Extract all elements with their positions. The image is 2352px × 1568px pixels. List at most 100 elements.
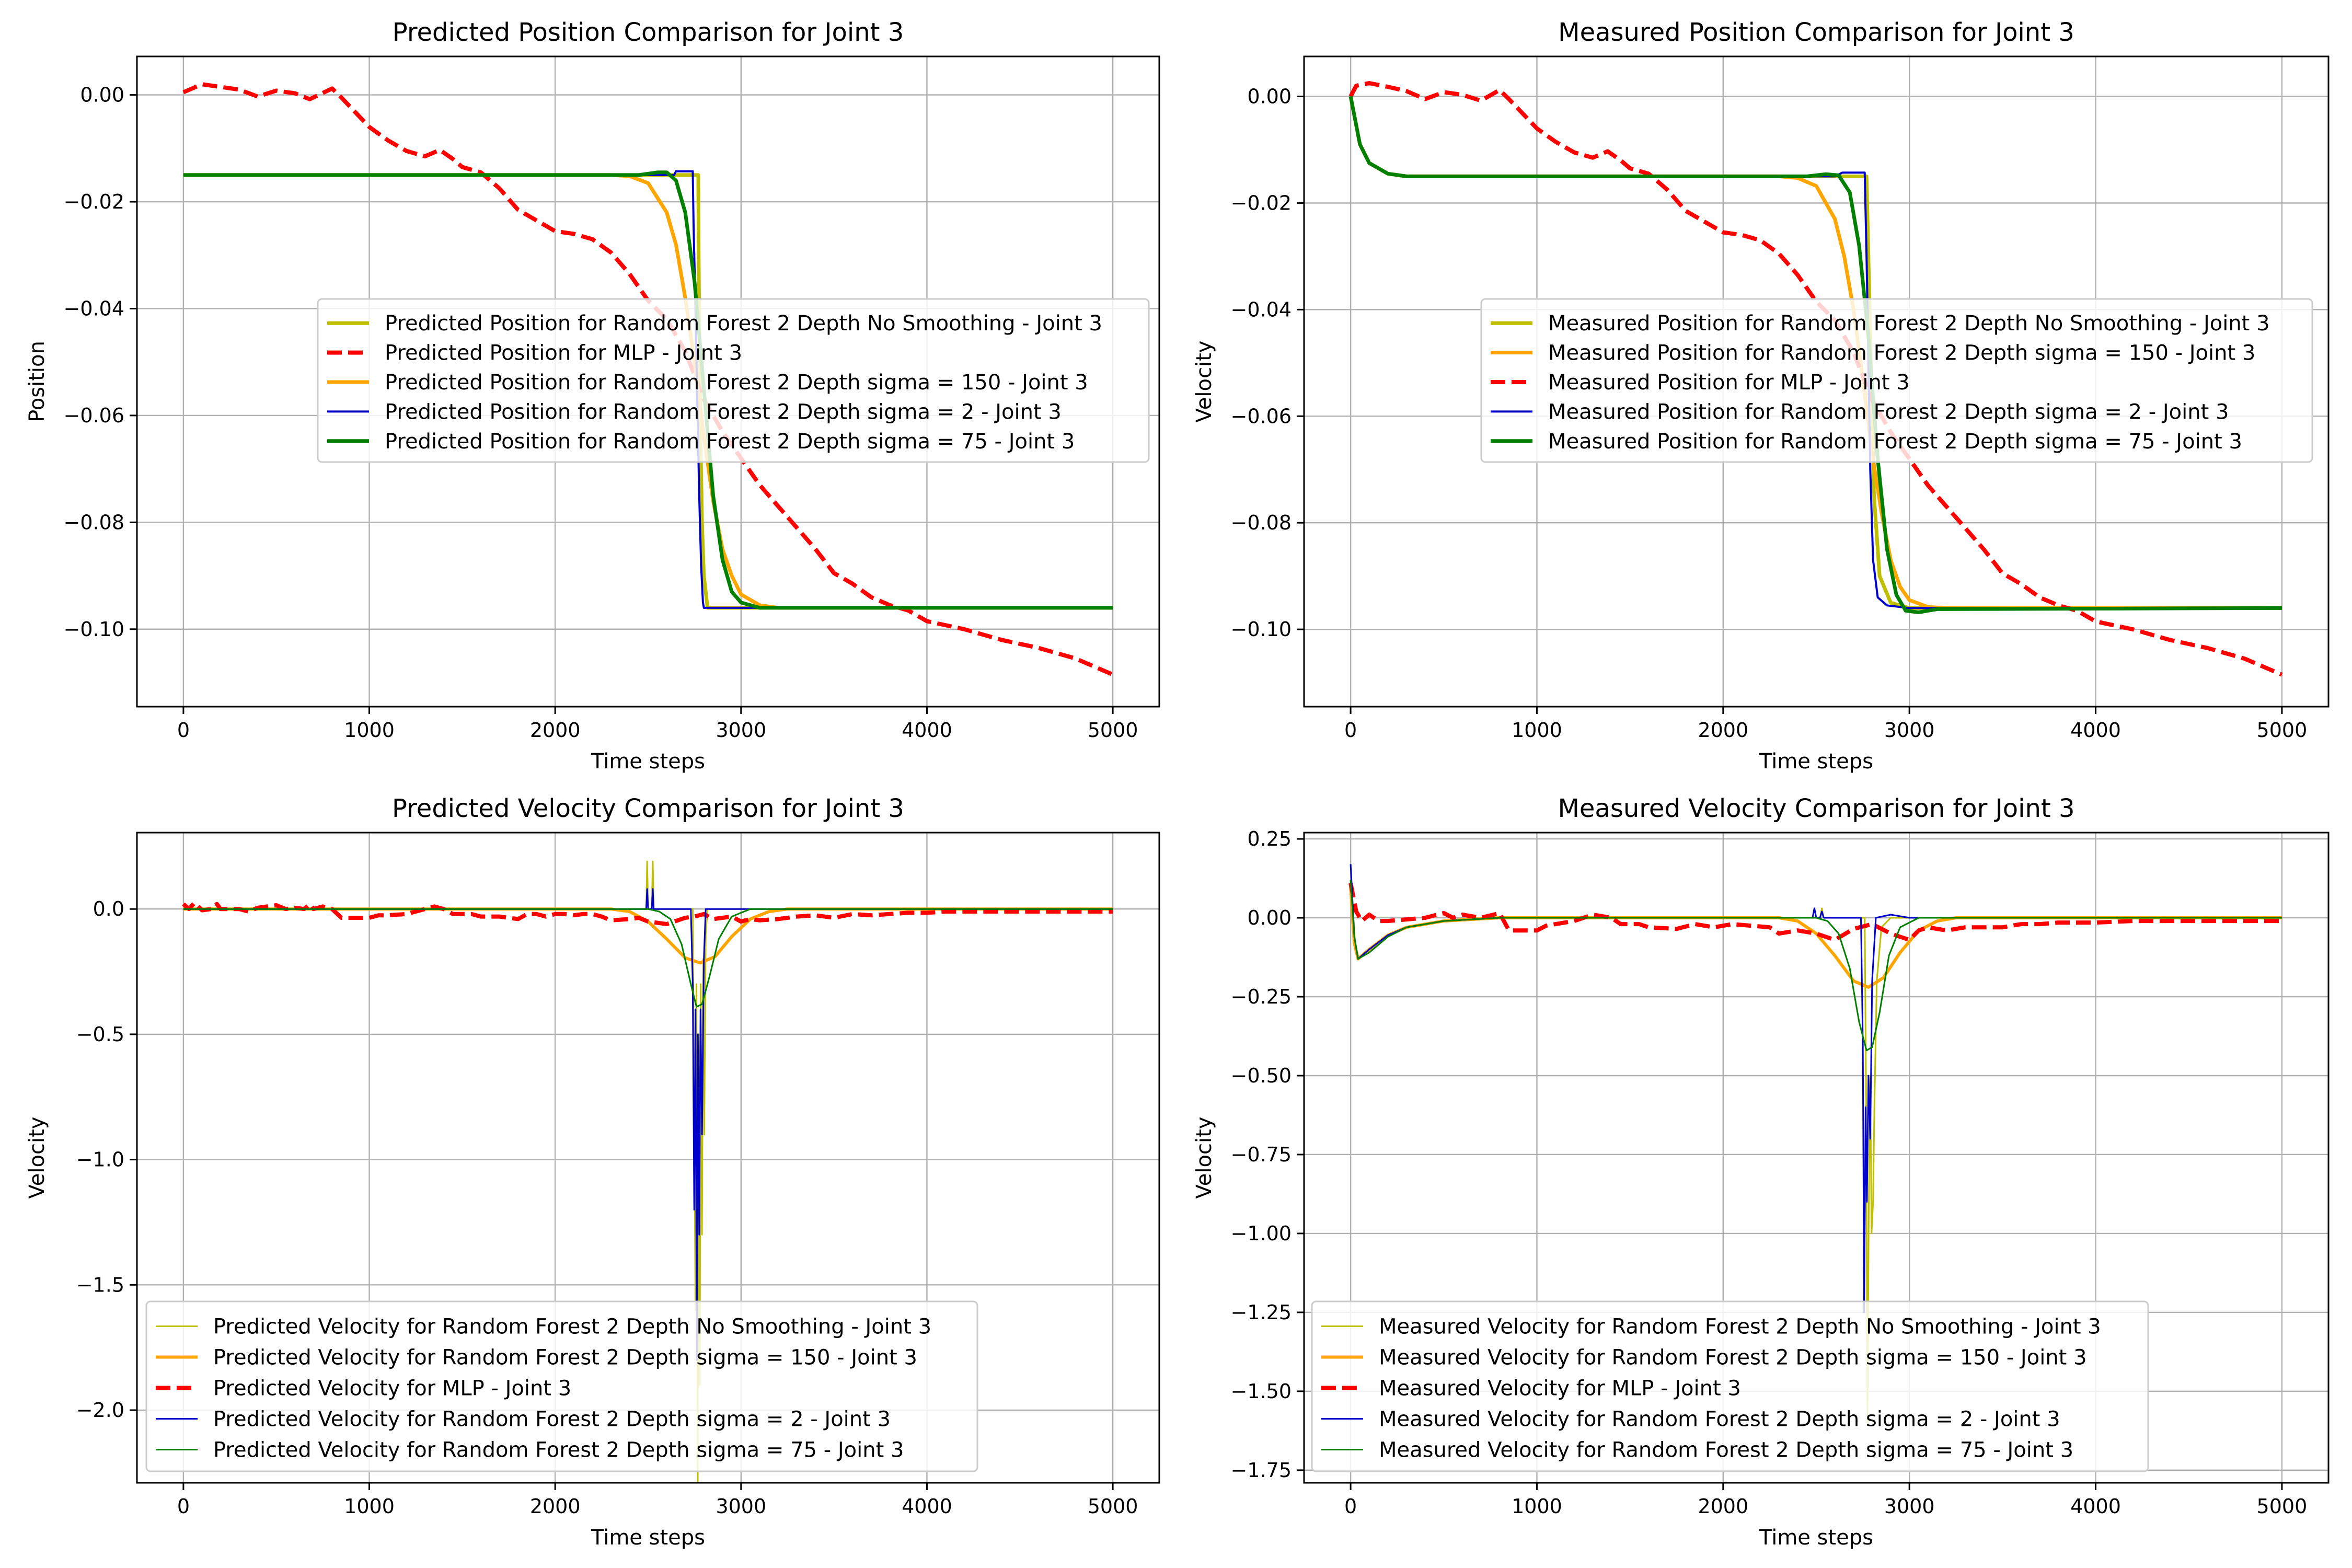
x-tick-label: 3000 bbox=[1884, 719, 1935, 742]
x-tick-label: 1000 bbox=[1512, 719, 1562, 742]
legend-entry: Predicted Position for Random Forest 2 D… bbox=[385, 430, 1075, 454]
legend-box bbox=[317, 298, 1150, 463]
chart-panel-1: 0 1000 2000 3000 4000 5000 0.00 −0.02 −0.04 −0.06… bbox=[25, 18, 1160, 774]
x-tick-label: 2000 bbox=[1698, 719, 1748, 742]
series-line-3 bbox=[1348, 882, 2282, 942]
series-line-5 bbox=[1350, 880, 2282, 1052]
legend-entry: Measured Position for Random Forest 2 De… bbox=[1548, 400, 2229, 424]
legend-box bbox=[1311, 1300, 2149, 1472]
plot-frame bbox=[1303, 55, 2330, 708]
x-tick-label: 0 bbox=[177, 719, 190, 742]
legend-entry: Measured Velocity for Random Forest 2 De… bbox=[1379, 1438, 2073, 1462]
y-tick-label: −0.08 bbox=[1231, 511, 1292, 534]
series-line-3 bbox=[1348, 81, 2283, 677]
y-tick-label: −2.0 bbox=[76, 1399, 124, 1422]
y-tick-label: −0.04 bbox=[64, 297, 124, 320]
legend: Predicted Velocity for Random Forest 2 D… bbox=[145, 1300, 978, 1472]
y-tick-label: 0.00 bbox=[80, 84, 124, 107]
series-group bbox=[1348, 864, 2282, 1424]
x-tick-label: 4000 bbox=[902, 1495, 952, 1518]
y-tick-label: −0.10 bbox=[1231, 618, 1292, 641]
legend-entry: Predicted Velocity for Random Forest 2 D… bbox=[213, 1315, 931, 1339]
chart-panel-2: 0 1000 2000 3000 4000 5000 0.00 −0.02 −0.04 −0.06… bbox=[1192, 18, 2330, 774]
y-tick-label: −0.75 bbox=[1231, 1143, 1292, 1166]
legend-entry: Predicted Velocity for MLP - Joint 3 bbox=[213, 1377, 571, 1401]
series-line-2 bbox=[1349, 886, 2282, 989]
legend-entry: Predicted Position for Random Forest 2 D… bbox=[385, 400, 1062, 424]
legend: Measured Position for Random Forest 2 De… bbox=[1480, 298, 2313, 463]
y-axis-label: Velocity bbox=[25, 1117, 49, 1199]
series-line-3 bbox=[182, 901, 1113, 926]
x-tick-label: 4000 bbox=[902, 719, 952, 742]
y-tick-label: −0.02 bbox=[1231, 191, 1292, 214]
x-tick-label: 0 bbox=[177, 1495, 190, 1518]
legend: Measured Velocity for Random Forest 2 De… bbox=[1311, 1300, 2149, 1472]
x-tick-label: 1000 bbox=[344, 719, 395, 742]
chart-panel-3: 0 1000 2000 3000 4000 5000 0.0 −0.5 −1.0 −1.5 −2.0… bbox=[25, 794, 1160, 1550]
y-tick-label: 0.25 bbox=[1247, 827, 1292, 850]
y-tick-label: 0.00 bbox=[1247, 85, 1292, 108]
chart-title: Predicted Position Comparison for Joint … bbox=[393, 18, 904, 47]
series-line-5 bbox=[1348, 96, 2282, 614]
plot-frame bbox=[136, 55, 1160, 708]
series-line-1 bbox=[183, 173, 1113, 610]
legend-entry: Predicted Velocity for Random Forest 2 D… bbox=[213, 1438, 904, 1462]
legend-entry: Measured Velocity for Random Forest 2 De… bbox=[1379, 1315, 2101, 1339]
x-tick-label: 2000 bbox=[1698, 1495, 1748, 1518]
x-tick-label: 3000 bbox=[716, 719, 766, 742]
y-tick-label: −1.5 bbox=[76, 1273, 124, 1296]
y-tick-label: −0.08 bbox=[64, 511, 124, 534]
legend-entry: Predicted Velocity for Random Forest 2 D… bbox=[213, 1408, 891, 1432]
legend-entry: Measured Velocity for Random Forest 2 De… bbox=[1379, 1408, 2060, 1432]
legend-entry: Predicted Velocity for Random Forest 2 D… bbox=[213, 1346, 917, 1370]
y-tick-label: 0.0 bbox=[93, 897, 124, 920]
y-tick-label: −0.04 bbox=[1231, 298, 1292, 321]
legend-entry: Measured Position for MLP - Joint 3 bbox=[1548, 371, 1910, 395]
x-tick-label: 3000 bbox=[716, 1495, 766, 1518]
x-tick-label: 2000 bbox=[530, 719, 581, 742]
y-tick-label: −0.06 bbox=[64, 404, 124, 427]
x-axis-label: Time steps bbox=[591, 1526, 705, 1550]
legend-entry: Measured Position for Random Forest 2 De… bbox=[1548, 312, 2270, 336]
legend-entry: Measured Position for Random Forest 2 De… bbox=[1548, 341, 2255, 365]
chart-title: Measured Position Comparison for Joint 3 bbox=[1558, 18, 2074, 47]
y-tick-label: −0.50 bbox=[1231, 1064, 1292, 1087]
x-tick-label: 0 bbox=[1344, 719, 1357, 742]
series-line-5 bbox=[183, 908, 1113, 1008]
x-tick-label: 0 bbox=[1344, 1495, 1357, 1518]
x-axis-label: Time steps bbox=[1759, 750, 1873, 774]
y-axis-label: Velocity bbox=[1192, 1117, 1216, 1199]
chart-panel-4: 0 1000 2000 3000 4000 5000 0.25 0.00 −0.25 −0.50 −… bbox=[1192, 794, 2330, 1550]
y-tick-label: −0.02 bbox=[64, 190, 124, 213]
legend-entry: Predicted Position for Random Forest 2 D… bbox=[385, 312, 1102, 336]
series-line-2 bbox=[182, 82, 1114, 677]
legend-box bbox=[145, 1300, 978, 1472]
x-tick-label: 5000 bbox=[2257, 719, 2308, 742]
y-tick-label: −1.75 bbox=[1231, 1459, 1292, 1482]
x-tick-label: 4000 bbox=[2070, 719, 2121, 742]
plot-frame bbox=[136, 832, 1160, 1484]
y-tick-label: −1.25 bbox=[1231, 1301, 1292, 1324]
y-tick-label: −1.50 bbox=[1231, 1380, 1292, 1403]
x-tick-label: 5000 bbox=[2257, 1495, 2308, 1518]
x-tick-label: 5000 bbox=[1088, 719, 1138, 742]
series-group bbox=[182, 860, 1113, 1483]
legend-box bbox=[1480, 298, 2313, 463]
legend-entry: Predicted Position for MLP - Joint 3 bbox=[385, 341, 742, 365]
chart-title: Measured Velocity Comparison for Joint 3 bbox=[1558, 794, 2074, 823]
series-line-4 bbox=[1350, 864, 2282, 1313]
y-tick-label: −1.00 bbox=[1231, 1222, 1292, 1245]
legend-entry: Measured Velocity for MLP - Joint 3 bbox=[1379, 1377, 1741, 1401]
plot-frame bbox=[1303, 832, 2330, 1484]
y-tick-label: −0.10 bbox=[64, 618, 124, 641]
series-line-2 bbox=[183, 907, 1113, 965]
y-tick-label: −0.25 bbox=[1231, 985, 1292, 1008]
y-tick-label: −0.06 bbox=[1231, 405, 1292, 428]
y-tick-label: 0.00 bbox=[1247, 906, 1292, 929]
y-axis-label: Velocity bbox=[1192, 341, 1216, 423]
series-line-4 bbox=[183, 888, 1113, 1361]
x-tick-label: 4000 bbox=[2070, 1495, 2121, 1518]
x-tick-label: 5000 bbox=[1088, 1495, 1138, 1518]
x-tick-label: 1000 bbox=[1512, 1495, 1562, 1518]
x-tick-label: 3000 bbox=[1884, 1495, 1935, 1518]
